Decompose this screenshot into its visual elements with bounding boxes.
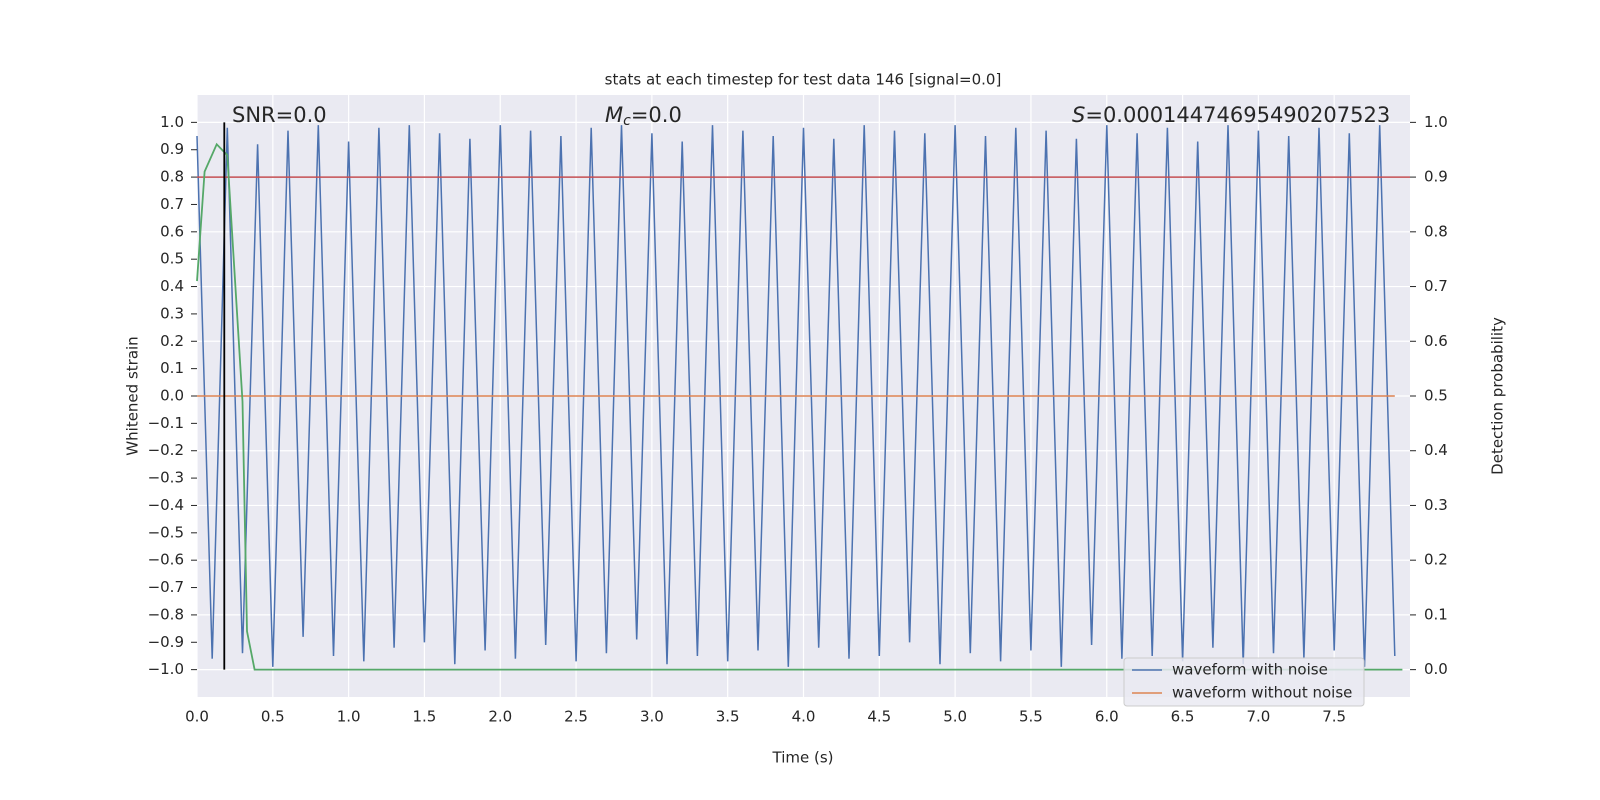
x-tick-label: 6.5 — [1171, 708, 1195, 726]
y-tick-label: −0.4 — [148, 496, 184, 514]
y-tick-label: −0.5 — [148, 523, 184, 541]
legend-label: waveform without noise — [1172, 684, 1352, 702]
y2-axis-title: Detection probability — [1489, 317, 1507, 475]
y2-tick-label: 0.8 — [1424, 222, 1448, 240]
y2-tick-label: 0.4 — [1424, 441, 1448, 459]
y-axis-title: Whitened strain — [124, 336, 142, 455]
y2-tick-label: 0.7 — [1424, 277, 1448, 295]
y-tick-label: 0.5 — [160, 250, 184, 268]
y-tick-label: 0.6 — [160, 222, 184, 240]
y-tick-label: −0.9 — [148, 633, 184, 651]
y-tick-label: −0.8 — [148, 605, 184, 623]
x-tick-label: 1.0 — [337, 708, 361, 726]
x-tick-label: 5.5 — [1019, 708, 1043, 726]
y-tick-label: 0.2 — [160, 332, 184, 350]
x-tick-label: 2.5 — [564, 708, 588, 726]
series-line — [196, 125, 1396, 667]
y-tick-label: −0.3 — [148, 469, 184, 487]
y-tick-label: −0.1 — [148, 414, 184, 432]
x-tick-label: 7.0 — [1246, 708, 1270, 726]
annotation: SNR=0.0 — [232, 103, 327, 127]
annotation-text: =0.0 — [631, 103, 682, 127]
x-axis-title: Time (s) — [772, 749, 834, 767]
x-tick-label: 7.5 — [1322, 708, 1346, 726]
y-tick-label: 0.3 — [160, 304, 184, 322]
y-tick-label: −1.0 — [148, 660, 184, 678]
x-tick-label: 3.5 — [716, 708, 740, 726]
marks — [196, 122, 1410, 671]
x-tick-label: 4.0 — [792, 708, 816, 726]
probability-line — [196, 142, 1403, 671]
annotation-subscript: c — [623, 113, 631, 129]
legend-label: waveform with noise — [1172, 661, 1328, 679]
x-tick-label: 3.0 — [640, 708, 664, 726]
y-tick-label: 1.0 — [160, 113, 184, 131]
y-tick-label: −0.2 — [148, 441, 184, 459]
annotation: S=0.00014474695490207523 — [1072, 103, 1390, 127]
x-tick-label: 0.0 — [185, 708, 209, 726]
legend-box — [1123, 657, 1365, 707]
y2-tick-label: 0.0 — [1424, 660, 1448, 678]
y2-tick-label: 0.3 — [1424, 496, 1448, 514]
annotation-symbol: S — [1072, 103, 1085, 127]
x-tick-label: 2.0 — [488, 708, 512, 726]
x-tick-label: 4.5 — [867, 708, 891, 726]
annotation-symbol: M — [605, 103, 623, 127]
y-tick-label: 0.4 — [160, 277, 184, 295]
y-tick-label: 0.8 — [160, 168, 184, 186]
y-tick-label: 0.7 — [160, 195, 184, 213]
y-tick-label: −0.6 — [148, 551, 184, 569]
x-tick-label: 1.5 — [413, 708, 437, 726]
y-tick-label: 0.1 — [160, 359, 184, 377]
legend: waveform with noise waveform without nois… — [1123, 657, 1365, 707]
x-tick-label: 0.5 — [261, 708, 285, 726]
y2-tick-label: 0.1 — [1424, 605, 1448, 623]
y2-tick-label: 0.5 — [1424, 387, 1448, 405]
x-tick-label: 5.0 — [943, 708, 967, 726]
annotation-text: =0.00014474695490207523 — [1085, 103, 1390, 127]
annotation: Mc=0.0 — [605, 103, 682, 129]
y2-tick-label: 0.6 — [1424, 332, 1448, 350]
y-tick-label: −0.7 — [148, 578, 184, 596]
y2-tick-label: 0.2 — [1424, 551, 1448, 569]
chart-title: stats at each timestep for test data 146… — [605, 71, 1002, 89]
x-tick-label: 6.0 — [1095, 708, 1119, 726]
y2-tick-label: 0.9 — [1424, 168, 1448, 186]
y2-tick-label: 1.0 — [1424, 113, 1448, 131]
y-tick-label: 0.9 — [160, 140, 184, 158]
y-tick-label: 0.0 — [160, 387, 184, 405]
